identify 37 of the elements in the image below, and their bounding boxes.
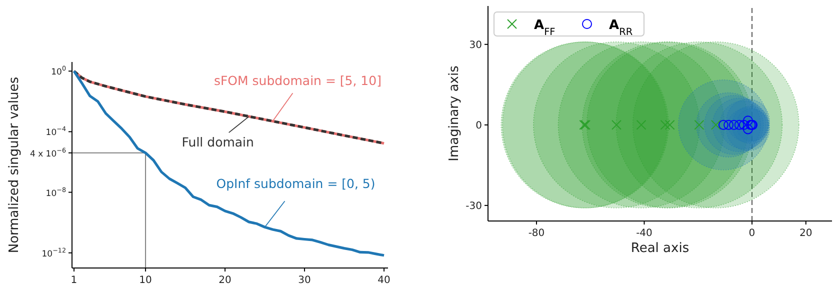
x-tick-label: 10 xyxy=(139,275,152,285)
y-tick-label: 4 x 10$^{−6}$ xyxy=(30,146,66,160)
point xyxy=(734,120,744,130)
y-tick-label: 10$^{−12}$ xyxy=(42,246,66,260)
x-axis-title: Real axis xyxy=(630,241,690,256)
y-axis-title: Normalized singular values xyxy=(7,76,22,254)
x-tick-label: -80 xyxy=(528,228,545,239)
y-axis-title: Imaginary axis xyxy=(447,65,462,162)
point xyxy=(738,120,749,130)
point xyxy=(710,120,721,130)
point xyxy=(636,120,646,130)
y-tick-label: 10$^{−8}$ xyxy=(46,186,66,199)
y-tick-label: -30 xyxy=(466,200,482,212)
x-tick-label: 20 xyxy=(800,228,812,239)
point xyxy=(664,120,675,130)
point xyxy=(694,120,704,130)
x-tick-label: 1 xyxy=(70,275,78,285)
annotation: Full domain xyxy=(182,134,254,150)
y-tick-label: 10$^{0}$ xyxy=(51,64,66,78)
x-tick-label: 0 xyxy=(748,228,756,239)
y-tick-label: 0 xyxy=(476,120,482,132)
point xyxy=(724,120,734,130)
point xyxy=(660,120,670,130)
x-tick-label: 40 xyxy=(378,275,390,285)
x-tick-label: -40 xyxy=(636,228,652,239)
annotation: sFOM subdomain = [5, 10] xyxy=(214,73,382,88)
x-tick-label: 30 xyxy=(298,275,311,285)
line-series xyxy=(72,70,386,257)
x-tick-label: 20 xyxy=(218,275,232,285)
point xyxy=(611,120,622,130)
legend-label: A$_{FF}$ xyxy=(534,18,556,38)
legend-label: A$_{RR}$ xyxy=(609,18,633,38)
y-tick-label: 10$^{−4}$ xyxy=(46,125,66,138)
y-tick-label: 30 xyxy=(469,40,482,51)
annotation: OpInf subdomain = [0, 5) xyxy=(216,176,376,192)
point xyxy=(718,120,728,130)
point xyxy=(728,120,739,130)
